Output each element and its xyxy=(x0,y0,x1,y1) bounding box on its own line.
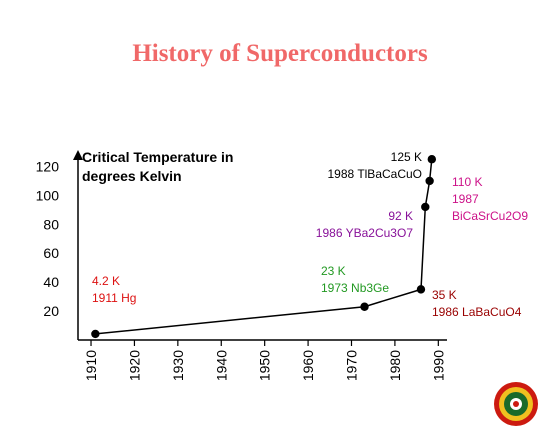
x-tick-label: 1980 xyxy=(387,350,403,381)
annotation-line: 4.2 K xyxy=(92,274,120,288)
data-point xyxy=(91,329,100,339)
y-tick-label: 80 xyxy=(43,216,59,232)
annotation-line: 110 K xyxy=(452,175,482,189)
x-tick-label: 1940 xyxy=(213,350,229,381)
annotation-line: 1973 Nb3Ge xyxy=(321,281,389,295)
annotation-line: 35 K xyxy=(432,288,457,302)
annotation-label: 35 K 1986 LaBaCuO4 xyxy=(432,288,522,319)
series-layer xyxy=(91,155,437,339)
y-tick-label: 60 xyxy=(43,245,59,261)
annotation-label: 92 K 1986 YBa2Cu3O7 xyxy=(316,209,414,240)
y-tick-label: 20 xyxy=(43,303,59,319)
x-tick-label: 1930 xyxy=(170,350,186,381)
y-axis-label-line-2: degrees Kelvin xyxy=(82,168,182,184)
axes: 1910 1920 1930 1940 1950 1960 1970 1980 1990 20 40… xyxy=(36,150,447,381)
data-line xyxy=(95,159,433,335)
data-point xyxy=(360,302,369,311)
y-axis-arrow-icon xyxy=(73,150,83,160)
annotation-line: 1987 xyxy=(452,192,479,206)
x-tick-label: 1910 xyxy=(83,350,99,381)
annotation-label: 23 K 1973 Nb3Ge xyxy=(321,264,389,295)
x-tick-label: 1920 xyxy=(126,350,142,381)
annotation-line: 1988 TlBaCaCuO xyxy=(328,167,423,181)
data-point xyxy=(421,202,430,212)
y-tick-label: 40 xyxy=(43,274,59,290)
data-point xyxy=(425,176,434,186)
annotation-line: BiCaSrCu2O9 xyxy=(452,209,528,223)
x-tick-label: 1950 xyxy=(257,350,273,381)
seal-logo-icon xyxy=(494,382,538,426)
annotation-line: 1911 Hg xyxy=(92,291,136,305)
annotations-layer: 4.2 K 1911 Hg 23 K 1973 Nb3Ge 35 K 1986 LaBaC… xyxy=(92,150,528,319)
annotation-line: 1986 YBa2Cu3O7 xyxy=(316,226,414,240)
page-title: History of Superconductors xyxy=(132,40,428,67)
y-axis-label-line-1: Critical Temperature in xyxy=(82,149,233,165)
annotation-line: 92 K xyxy=(388,209,413,223)
annotation-line: 1986 LaBaCuO4 xyxy=(432,305,522,319)
data-point xyxy=(427,155,437,164)
annotation-line: 125 K xyxy=(391,150,422,164)
data-point xyxy=(416,285,426,294)
y-tick-label: 120 xyxy=(36,158,60,174)
x-tick-label: 1960 xyxy=(300,350,316,381)
annotation-line: 23 K xyxy=(321,264,346,278)
annotation-label: 4.2 K 1911 Hg xyxy=(92,274,136,305)
annotation-label: 110 K 1987 BiCaSrCu2O9 xyxy=(452,175,528,223)
x-tick-label: 1970 xyxy=(343,350,359,381)
x-tick-label: 1990 xyxy=(430,350,446,381)
y-tick-label: 100 xyxy=(36,187,60,203)
annotation-label: 125 K 1988 TlBaCaCuO xyxy=(328,150,423,181)
